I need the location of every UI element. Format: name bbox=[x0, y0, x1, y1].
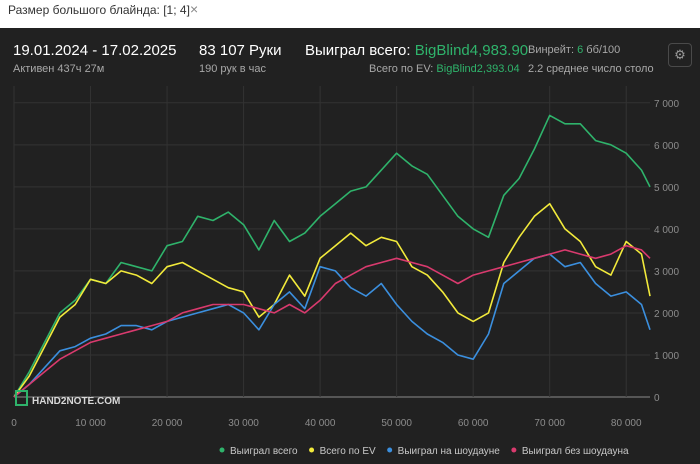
logo-text: HAND2NOTE.COM bbox=[32, 396, 120, 407]
series-line-2 bbox=[13, 202, 651, 398]
legend-marker-1 bbox=[219, 447, 225, 453]
y-tick-label: 2 000 bbox=[654, 309, 679, 320]
ev-value: BigBlind2,393.04 bbox=[436, 63, 520, 75]
grid-lines bbox=[13, 86, 650, 398]
legend-label-3[interactable]: Выиграл на шоудауне bbox=[398, 446, 501, 457]
x-tick-label: 60 000 bbox=[458, 418, 489, 429]
avg-tables: 2.2 среднее число столо bbox=[528, 63, 654, 75]
filter-chip-label[interactable]: Размер большого блайнда: [1; 4] bbox=[8, 3, 190, 17]
gear-icon[interactable]: ⚙ bbox=[668, 43, 692, 67]
active-time: Активен 437ч 27м bbox=[13, 63, 105, 75]
bankroll-chart: 0 1 000 2 000 3 000 4 000 5 000 6 000 7 000 0 10 … bbox=[11, 86, 679, 457]
winrate-value: 6 bbox=[577, 44, 584, 56]
x-tick-label: 80 000 bbox=[611, 418, 642, 429]
x-tick-label: 20 000 bbox=[152, 418, 183, 429]
chart-legend: Выиграл всего Всего по EV Выиграл на шоуда… bbox=[219, 445, 629, 457]
series-line-1 bbox=[13, 114, 651, 398]
y-tick-label: 7 000 bbox=[654, 99, 679, 110]
y-tick-label: 5 000 bbox=[654, 183, 679, 194]
legend-label-2[interactable]: Всего по EV bbox=[320, 446, 376, 457]
x-tick-label: 30 000 bbox=[228, 418, 259, 429]
ev-label: Всего по EV: bbox=[369, 63, 434, 75]
won-total: Выиграл всего: BigBlind4,983.90 bbox=[305, 42, 528, 59]
legend-marker-3 bbox=[387, 447, 393, 453]
x-tick-label: 50 000 bbox=[381, 418, 412, 429]
y-tick-label: 6 000 bbox=[654, 141, 679, 152]
won-total-value: BigBlind4,983.90 bbox=[414, 42, 529, 59]
x-tick-label: 0 bbox=[11, 418, 17, 429]
y-tick-label: 0 bbox=[654, 393, 660, 404]
logo-mark bbox=[15, 390, 28, 406]
series-line-4 bbox=[13, 244, 651, 398]
won-total-label: Выиграл всего: bbox=[305, 42, 411, 59]
legend-label-1[interactable]: Выиграл всего bbox=[230, 446, 298, 457]
x-tick-label: 70 000 bbox=[534, 418, 565, 429]
graph-panel: 19.01.2024 - 17.02.2025 Активен 437ч 27м… bbox=[0, 28, 700, 464]
hands-count: 83 107 Руки bbox=[199, 42, 282, 59]
chart-series bbox=[13, 114, 651, 398]
winrate-unit: бб/100 bbox=[586, 44, 621, 56]
close-icon[interactable]: × bbox=[190, 1, 199, 17]
ev-total: Всего по EV: BigBlind2,393.04 bbox=[369, 63, 520, 75]
y-tick-label: 4 000 bbox=[654, 225, 679, 236]
x-tick-label: 10 000 bbox=[75, 418, 106, 429]
hands-per-hour: 190 рук в час bbox=[199, 63, 267, 75]
legend-marker-2 bbox=[309, 447, 315, 453]
logo: HAND2NOTE.COM bbox=[15, 390, 120, 407]
date-range[interactable]: 19.01.2024 - 17.02.2025 bbox=[13, 42, 177, 59]
winrate-label: Винрейт: bbox=[528, 44, 575, 56]
y-tick-label: 1 000 bbox=[654, 351, 679, 362]
legend-label-4[interactable]: Выиграл без шоудауна bbox=[522, 445, 629, 457]
x-tick-label: 40 000 bbox=[305, 418, 336, 429]
winrate: Винрейт: 6 бб/100 bbox=[528, 44, 620, 56]
filter-bar: Размер большого блайнда: [1; 4] × bbox=[0, 0, 700, 26]
y-tick-label: 3 000 bbox=[654, 267, 679, 278]
legend-marker-4 bbox=[511, 447, 517, 453]
axis-labels: 0 1 000 2 000 3 000 4 000 5 000 6 000 7 000 0 10 … bbox=[11, 99, 679, 429]
series-line-3 bbox=[13, 253, 651, 398]
